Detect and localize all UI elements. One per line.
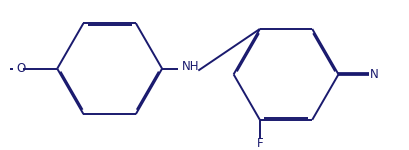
Text: N: N [369,68,378,81]
Text: NH: NH [182,60,199,73]
Text: O: O [16,62,25,75]
Text: F: F [256,137,263,150]
